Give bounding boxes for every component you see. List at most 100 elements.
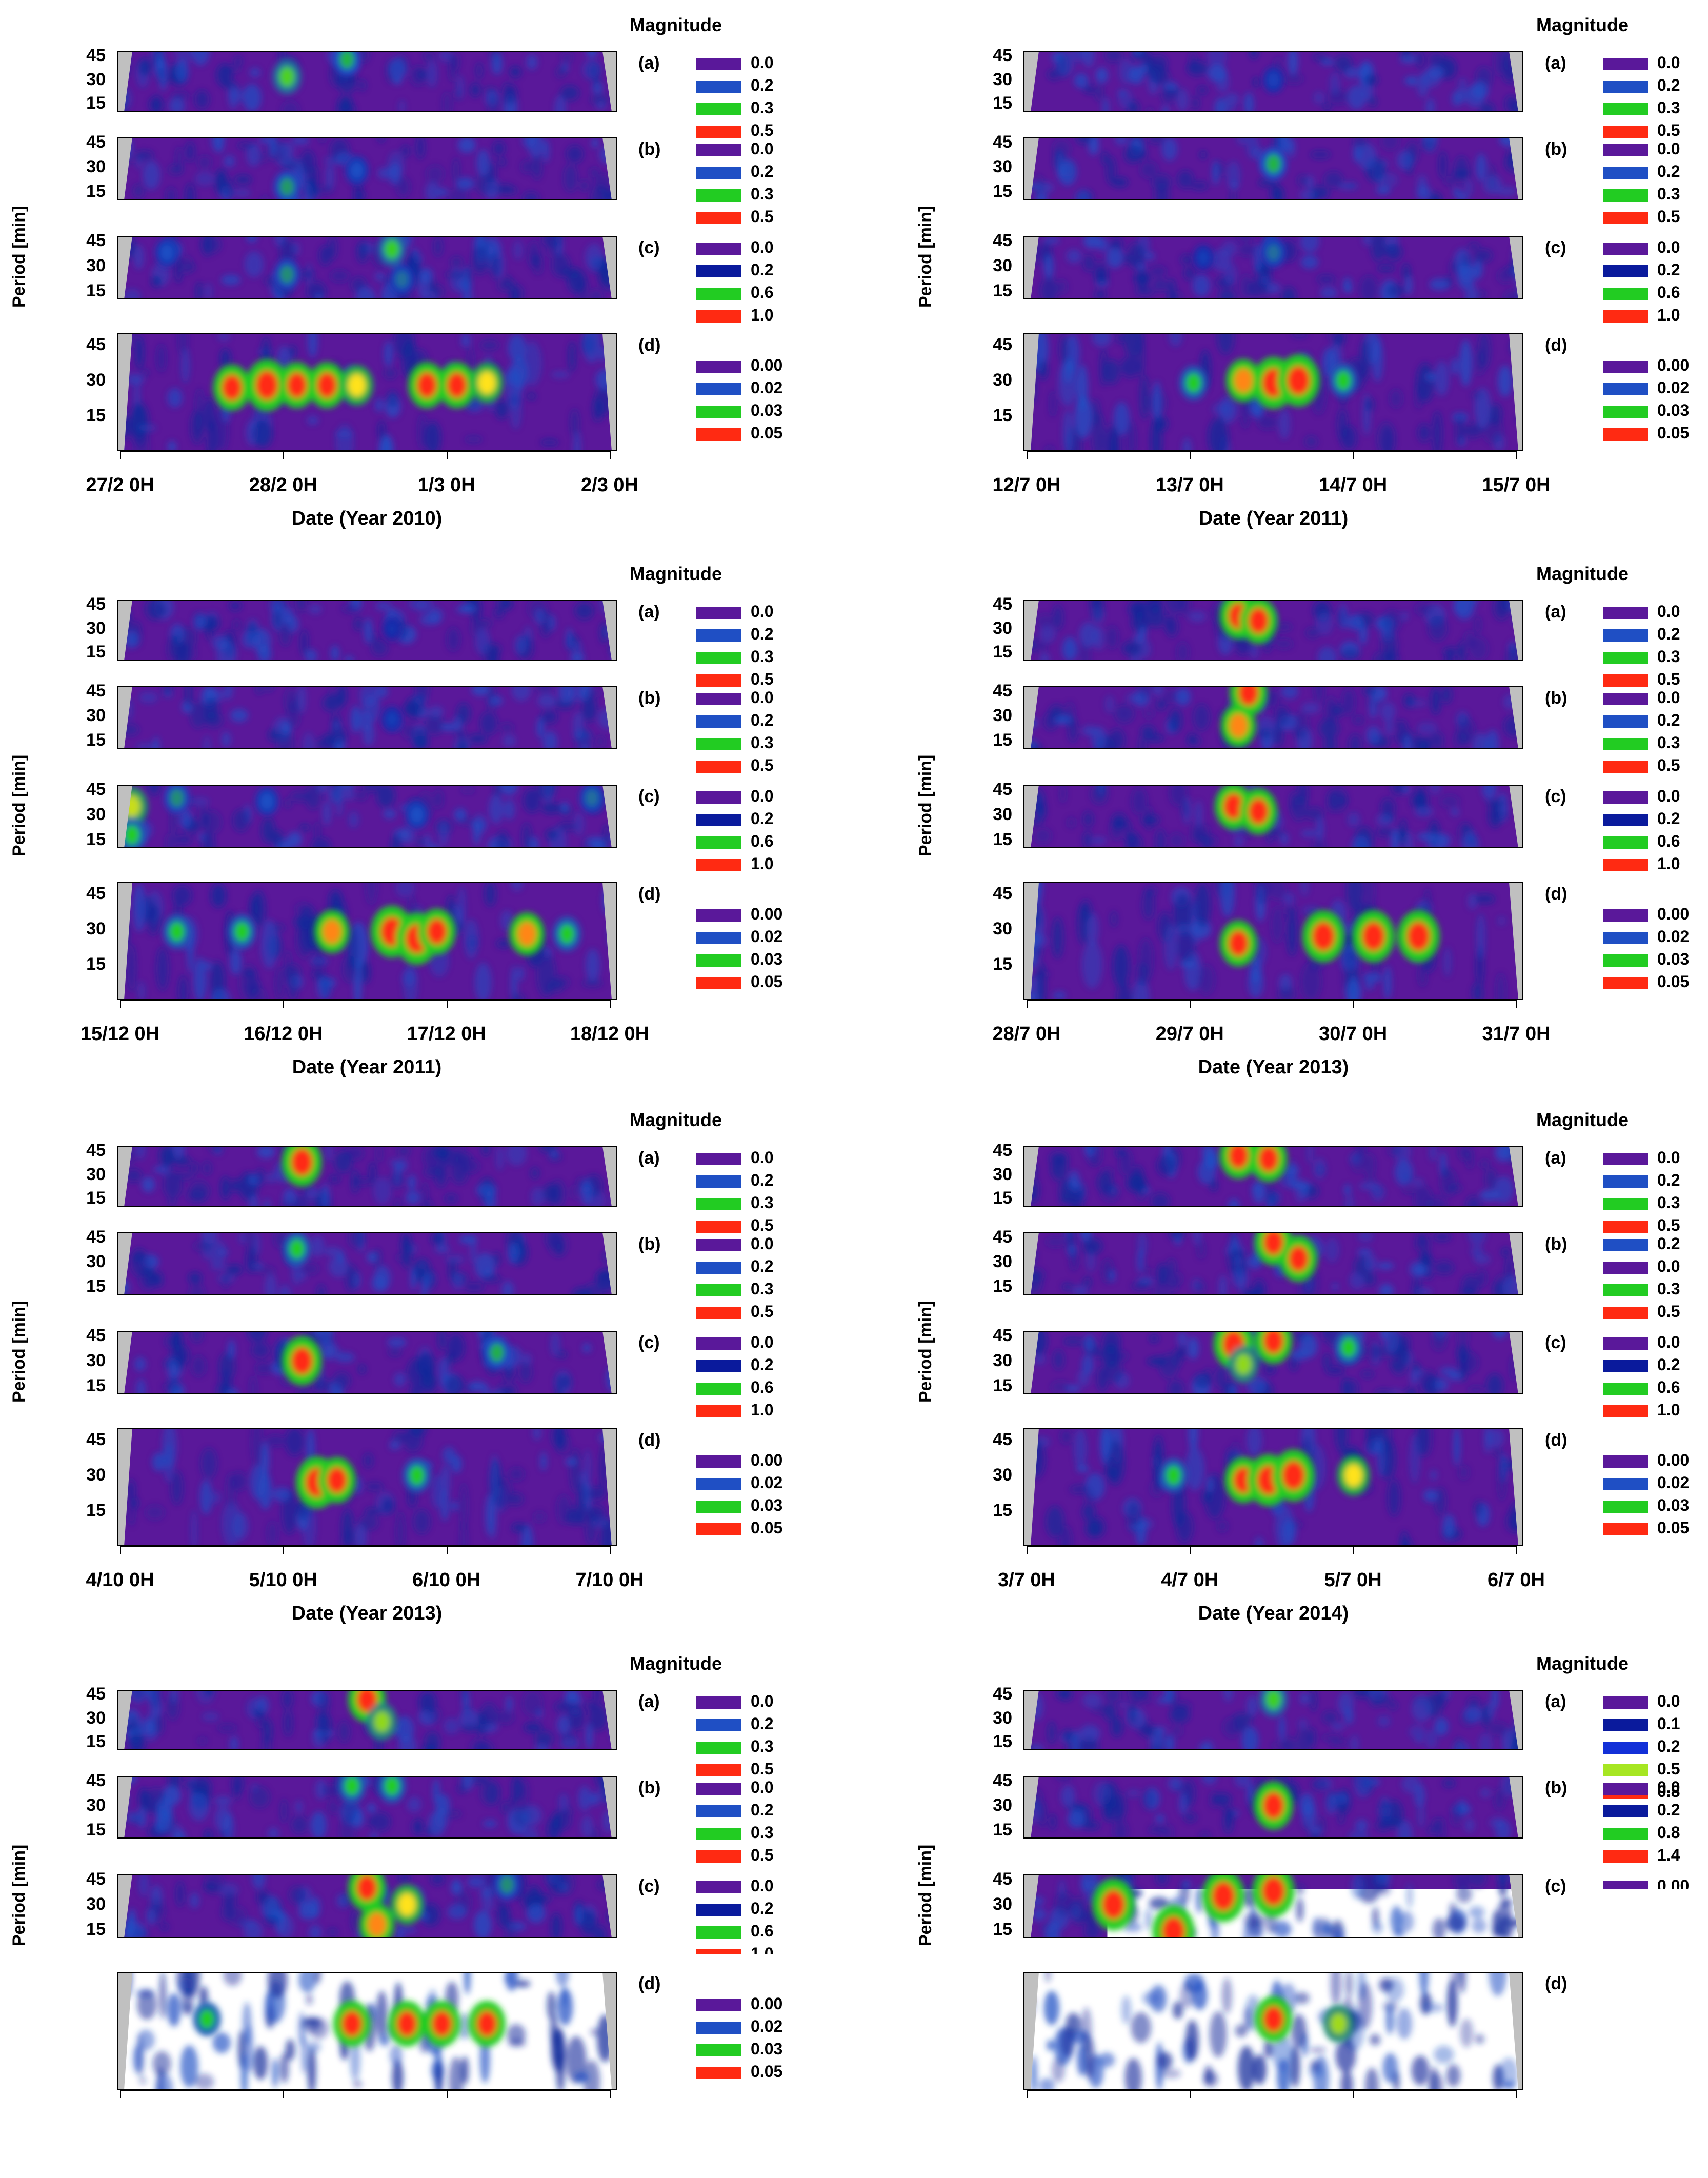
legend-value: 0.5	[1657, 1216, 1680, 1235]
texture-blob	[306, 1994, 313, 2005]
texture-blob	[1070, 1249, 1078, 1271]
legend-swatch	[696, 126, 741, 138]
panel-letter: (b)	[1545, 1778, 1567, 1798]
texture-blob	[585, 244, 604, 271]
texture-blob	[1184, 1812, 1197, 1822]
legend-value: 0.8	[1657, 1823, 1680, 1842]
y-axis-label: Period [min]	[9, 755, 29, 856]
texture-blob	[434, 790, 444, 808]
texture-blob	[1140, 64, 1148, 74]
texture-blob	[387, 1338, 406, 1347]
texture-blob	[445, 271, 465, 278]
magnitude-label: Magnitude	[630, 1109, 722, 1131]
texture-blob	[1238, 2046, 1255, 2090]
texture-blob	[341, 605, 359, 613]
hotspot-core	[368, 1912, 387, 1936]
y-tick-label: 15	[976, 1920, 1012, 1940]
texture-blob	[1068, 1810, 1085, 1828]
texture-blob	[506, 1696, 512, 1712]
texture-blob	[307, 416, 318, 425]
texture-blob	[137, 424, 156, 431]
x-tick-label: 15/10 0H	[1314, 2113, 1393, 2135]
texture-blob	[1498, 1457, 1506, 1502]
panel-letter: (c)	[1545, 1876, 1566, 1896]
legend-value: 0.2	[1657, 1801, 1680, 1820]
texture-blob	[226, 181, 232, 199]
legend-swatch	[696, 1198, 741, 1210]
texture-blob	[519, 1362, 532, 1383]
texture-blob	[231, 1472, 247, 1491]
legend-value: 0.3	[751, 1280, 773, 1298]
legend-value: 0.00	[1657, 356, 1689, 375]
texture-blob	[1037, 641, 1048, 651]
texture-blob	[1131, 2012, 1151, 2043]
texture-blob	[1177, 1332, 1188, 1346]
y-tick-label: 15	[976, 2044, 1012, 2064]
texture-blob	[279, 623, 291, 646]
legend-value: 0.5	[751, 121, 773, 140]
legend-value: 0.0	[751, 602, 773, 621]
hotspot-core	[199, 2009, 214, 2028]
texture-blob	[396, 177, 410, 197]
texture-blob	[1166, 616, 1178, 637]
legend-swatch	[696, 243, 741, 255]
texture-blob	[1431, 1331, 1446, 1351]
hotspot-core	[1266, 1690, 1281, 1709]
texture-blob	[481, 1274, 501, 1283]
legend-value: 0.5	[1657, 670, 1680, 689]
texture-blob	[498, 158, 506, 166]
texture-blob	[1161, 88, 1176, 103]
legend-swatch	[696, 265, 741, 277]
texture-blob	[1366, 1175, 1376, 1183]
texture-blob	[1127, 1789, 1140, 1796]
hotspot-core	[1102, 1890, 1124, 1919]
legend-swatch	[1603, 1337, 1648, 1350]
texture-blob	[1502, 2082, 1516, 2088]
legend-value: 0.0	[1657, 1692, 1680, 1711]
texture-blob	[1157, 1155, 1175, 1176]
texture-blob	[1483, 175, 1502, 194]
y-tick-label: 45	[70, 1869, 106, 1889]
x-tick-mark	[283, 1000, 284, 1008]
texture-blob	[489, 696, 503, 705]
texture-blob	[1177, 931, 1195, 963]
texture-blob	[1150, 1335, 1159, 1343]
texture-blob	[582, 980, 602, 987]
panel-letter: (d)	[638, 1974, 660, 1994]
texture-blob	[450, 256, 463, 267]
legend-value: 0.0	[1657, 1257, 1680, 1276]
texture-blob	[156, 344, 166, 372]
texture-blob	[1364, 1255, 1377, 1271]
legend-swatch	[696, 189, 741, 202]
texture-blob	[233, 1513, 249, 1540]
y-tick-label: 45	[70, 594, 106, 614]
texture-blob	[1480, 1160, 1490, 1169]
texture-blob	[1215, 1366, 1227, 1389]
texture-blob	[1435, 362, 1449, 396]
legend-value: 0.03	[751, 1496, 782, 1515]
panel-letter: (b)	[1545, 1234, 1567, 1254]
legend-value: 0.00	[1657, 1451, 1689, 1470]
texture-blob	[582, 696, 597, 722]
texture-blob	[364, 618, 372, 644]
texture-blob	[250, 1787, 270, 1808]
hotspot-core	[1336, 371, 1351, 390]
heatmap-panel-c	[117, 236, 617, 299]
legend-value: 0.5	[751, 1760, 773, 1779]
texture-blob	[1406, 1883, 1413, 1908]
legend-swatch	[1603, 288, 1648, 300]
texture-blob	[216, 168, 226, 193]
legend-swatch	[1603, 1383, 1648, 1395]
y-axis-label: Period [min]	[916, 1301, 936, 1403]
x-tick-mark	[447, 2090, 448, 2098]
texture-blob	[440, 1490, 449, 1521]
texture-blob	[1472, 1918, 1486, 1933]
texture-blob	[1177, 170, 1194, 188]
texture-blob	[168, 1197, 176, 1206]
y-tick-label: 15	[976, 1376, 1012, 1396]
hotspot-core	[427, 918, 447, 944]
texture-blob	[194, 1241, 212, 1252]
heatmap-panel-d	[1023, 882, 1523, 1000]
texture-blob	[1391, 1906, 1403, 1934]
legend-value: 0.0	[1657, 53, 1680, 72]
